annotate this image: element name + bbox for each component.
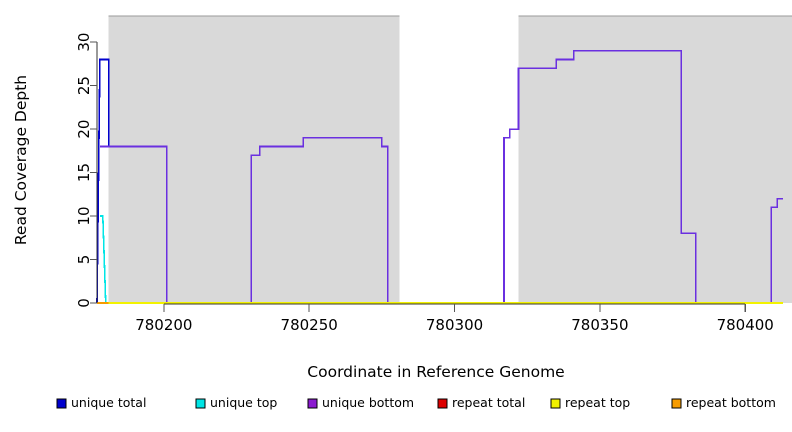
y-tick-label-15: 15 — [75, 163, 93, 182]
y-axis-title: Read Coverage Depth — [12, 75, 30, 245]
y-tick-label-10: 10 — [75, 206, 93, 225]
legend-label-unique-top: unique top — [210, 395, 277, 410]
legend-label-unique-total: unique total — [71, 395, 146, 410]
legend-swatch-unique-top — [195, 398, 206, 409]
x-axis-title: Coordinate in Reference Genome — [307, 363, 564, 381]
legend-label-repeat-top: repeat top — [565, 395, 630, 410]
data-series-layer — [96, 49, 783, 304]
axes-layer — [90, 41, 746, 312]
x-tick-label-780200: 780200 — [135, 316, 192, 334]
shaded-regions-layer — [108, 15, 792, 303]
legend-label-unique-bottom: unique bottom — [322, 395, 414, 410]
series-unique-total — [96, 58, 110, 304]
x-tick-label-780400: 780400 — [717, 316, 774, 334]
legend-swatch-repeat-bottom — [671, 398, 682, 409]
y-tick-label-20: 20 — [75, 120, 93, 139]
tick-labels-layer: 0 5 10 15 20 25 30 780200 780250 780300 780350 7804… — [75, 33, 774, 334]
legend-swatch-unique-bottom — [307, 398, 318, 409]
y-tick-label-25: 25 — [75, 76, 93, 95]
annotated-region-left — [108, 16, 400, 303]
legend-swatch-unique-total — [56, 398, 67, 409]
y-tick-label-30: 30 — [75, 33, 93, 52]
legend: unique total unique top unique bottom repea… — [56, 395, 776, 410]
x-tick-label-780350: 780350 — [571, 316, 628, 334]
legend-label-repeat-total: repeat total — [452, 395, 525, 410]
legend-swatch-repeat-total — [437, 398, 448, 409]
series-unique-bottom — [99, 49, 783, 304]
y-tick-label-0: 0 — [75, 298, 93, 308]
legend-swatch-repeat-top — [550, 398, 561, 409]
legend-label-repeat-bottom: repeat bottom — [686, 395, 776, 410]
y-tick-label-5: 5 — [75, 255, 93, 265]
x-tick-label-780250: 780250 — [281, 316, 338, 334]
annotated-region-right — [518, 16, 792, 303]
x-tick-label-780300: 780300 — [426, 316, 483, 334]
